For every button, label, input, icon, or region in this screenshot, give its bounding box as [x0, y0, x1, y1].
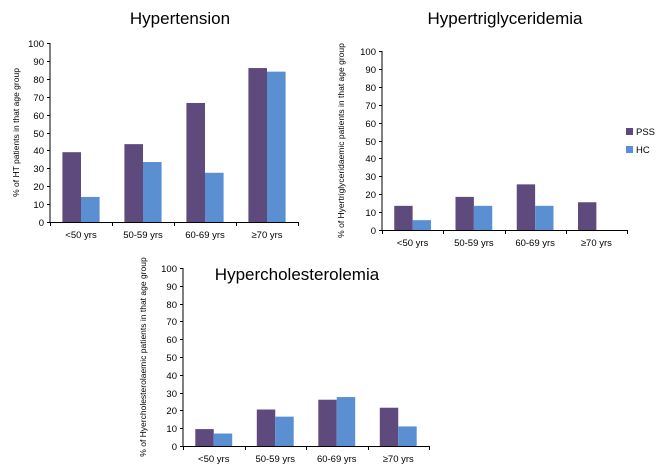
hypercholesterolemia-chart: Hypercholesterolemia 0 10 20 30 40 50 60 70 80 90 1…: [138, 257, 430, 465]
x-tick-label: 50-59 yrs: [123, 230, 163, 241]
y-tick-label: 60: [365, 119, 376, 130]
y-tick-label: 10: [33, 200, 44, 211]
bar-pss: [195, 429, 214, 446]
y-tick-label: 40: [166, 371, 177, 382]
y-tick-label: 90: [166, 282, 177, 293]
y-tick-label: 20: [33, 182, 44, 193]
bar-hc: [205, 172, 224, 222]
y-tick-label: 70: [166, 317, 177, 328]
bar-hc: [473, 205, 493, 230]
bar-pss: [256, 409, 276, 446]
y-tick-label: 70: [33, 93, 44, 104]
legend-label-pss: PSS: [636, 127, 655, 138]
y-tick-label: 80: [365, 83, 376, 94]
hypertension-chart: Hypertension 0 10 20 30 40 50 60 70 80 90 100 % of H…: [11, 9, 299, 241]
y-tick-label: 0: [371, 226, 376, 237]
bar-pss: [394, 205, 413, 230]
x-tick-label: 60-69 yrs: [185, 230, 225, 241]
legend-swatch-pss: [626, 128, 633, 135]
y-tick-label: 100: [28, 39, 44, 50]
y-tick-label: 100: [360, 47, 376, 58]
bar-pss: [248, 68, 267, 222]
legend-label-hc: HC: [636, 145, 650, 156]
x-tick-label: <50 yrs: [397, 238, 429, 249]
x-tick-label: <50 yrs: [198, 454, 230, 465]
bar-hc: [535, 205, 554, 230]
y-axis-label: % of Hyercholesterolaemic patients in th…: [138, 257, 148, 457]
bar-pss: [124, 144, 143, 222]
x-tick-label: 50-59 yrs: [255, 454, 295, 465]
y-tick-label: 60: [166, 335, 177, 346]
y-tick-label: 30: [166, 389, 177, 400]
y-tick-label: 100: [161, 264, 177, 275]
y-tick-label: 0: [172, 442, 177, 453]
y-tick-label: 90: [365, 65, 376, 76]
x-tick-label: 50-59 yrs: [454, 238, 494, 249]
y-tick-label: 30: [365, 172, 376, 183]
x-tick-label: ≥70 yrs: [251, 230, 282, 241]
bar-pss: [186, 102, 205, 222]
x-tick-label: ≥70 yrs: [383, 454, 414, 465]
bar-pss: [455, 196, 474, 230]
bar-hc: [336, 397, 356, 446]
x-tick-label: 60-69 yrs: [317, 454, 357, 465]
bar-pss: [578, 202, 597, 230]
bar-hc: [275, 416, 294, 446]
bar-hc: [143, 162, 162, 222]
bar-pss: [516, 184, 536, 230]
bar-hc: [213, 433, 233, 446]
y-tick-label: 60: [33, 111, 44, 122]
y-tick-label: 40: [365, 154, 376, 165]
y-tick-label: 20: [166, 406, 177, 417]
y-tick-label: 20: [365, 190, 376, 201]
y-tick-label: 30: [33, 164, 44, 175]
y-axis-label: % of HT patients in that age group: [11, 68, 21, 197]
hypertriglyceridemia-chart: Hypertriglyceridemia 0 10 20 30 40 50 60 70 80 90 1…: [336, 9, 655, 249]
y-tick-label: 50: [365, 137, 376, 148]
y-tick-label: 10: [365, 208, 376, 219]
bar-hc: [81, 196, 100, 222]
x-tick-label: ≥70 yrs: [581, 238, 612, 249]
x-tick-label: <50 yrs: [65, 230, 97, 241]
y-tick-label: 10: [166, 424, 177, 435]
bar-pss: [62, 152, 81, 222]
y-tick-label: 70: [365, 101, 376, 112]
y-tick-label: 80: [166, 300, 177, 311]
chart-title: Hypercholesterolemia: [215, 265, 380, 284]
y-tick-label: 0: [39, 218, 44, 229]
chart-title: Hypertension: [130, 9, 230, 28]
y-tick-label: 50: [33, 129, 44, 140]
y-tick-label: 80: [33, 75, 44, 86]
bar-hc: [412, 220, 431, 230]
y-tick-label: 90: [33, 57, 44, 68]
bar-pss: [379, 407, 399, 446]
x-tick-label: 60-69 yrs: [515, 238, 555, 249]
y-axis-label: % of Hyertriglyceridaemic patients in th…: [336, 43, 346, 238]
y-tick-label: 40: [33, 146, 44, 157]
chart-title: Hypertriglyceridemia: [428, 9, 583, 28]
bar-hc: [267, 71, 286, 222]
bar-pss: [318, 399, 337, 446]
legend-swatch-hc: [626, 146, 633, 153]
y-tick-label: 50: [166, 353, 177, 364]
bar-hc: [398, 426, 417, 446]
